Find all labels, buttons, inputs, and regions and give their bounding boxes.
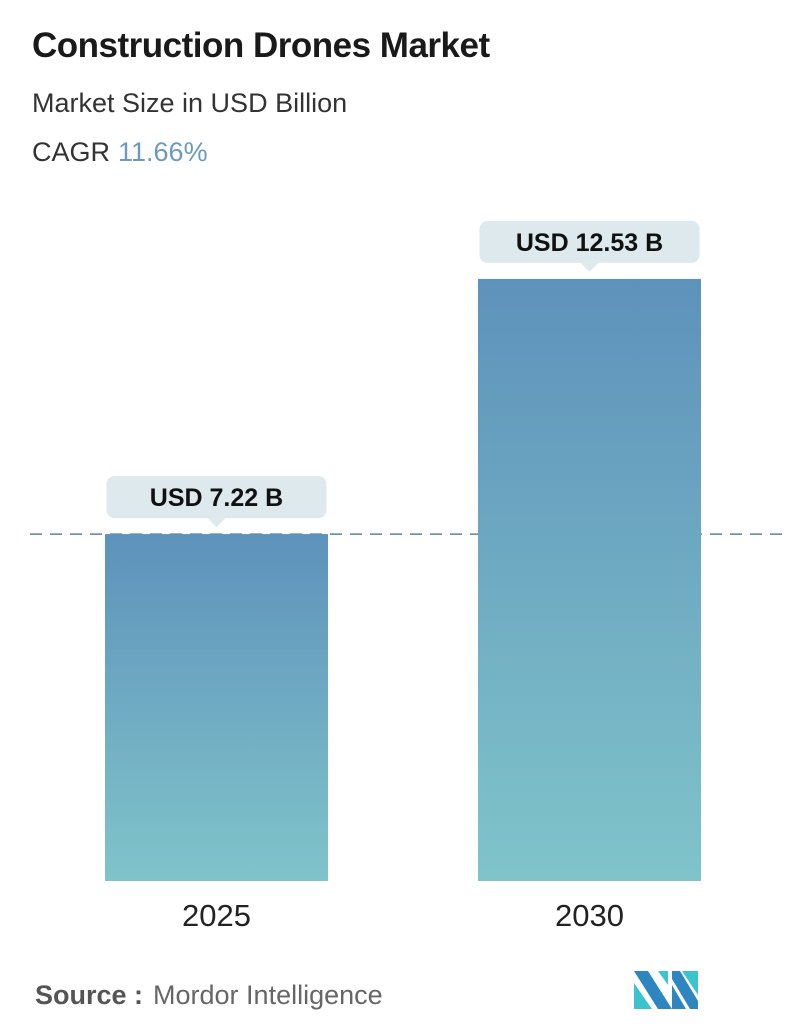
chart-title: Construction Drones Market <box>32 26 490 65</box>
x-tick-label: 2030 <box>555 898 624 933</box>
cagr: CAGR 11.66% <box>32 137 208 168</box>
bar-chart: USD 7.22 B 2025 USD 12.53 B 2030 <box>30 220 790 933</box>
data-label-box <box>479 220 700 263</box>
source: Source : Mordor Intelligence <box>35 980 383 1011</box>
cagr-value: 11.66% <box>118 137 208 167</box>
data-label: USD 7.22 B <box>150 484 283 512</box>
source-label: Source : <box>35 980 144 1010</box>
x-tick-label: 2025 <box>182 898 251 933</box>
bar-2025 <box>105 534 328 881</box>
chart-subtitle: Market Size in USD Billion <box>32 88 348 118</box>
source-value: Mordor Intelligence <box>153 980 383 1010</box>
data-label-box <box>106 476 327 519</box>
data-label: USD 12.53 B <box>516 229 663 257</box>
data-label-pointer <box>580 262 599 272</box>
data-label-pointer <box>207 518 226 528</box>
mordor-logo <box>634 971 698 1009</box>
cagr-label: CAGR <box>32 137 111 167</box>
bar-2030 <box>478 278 701 882</box>
